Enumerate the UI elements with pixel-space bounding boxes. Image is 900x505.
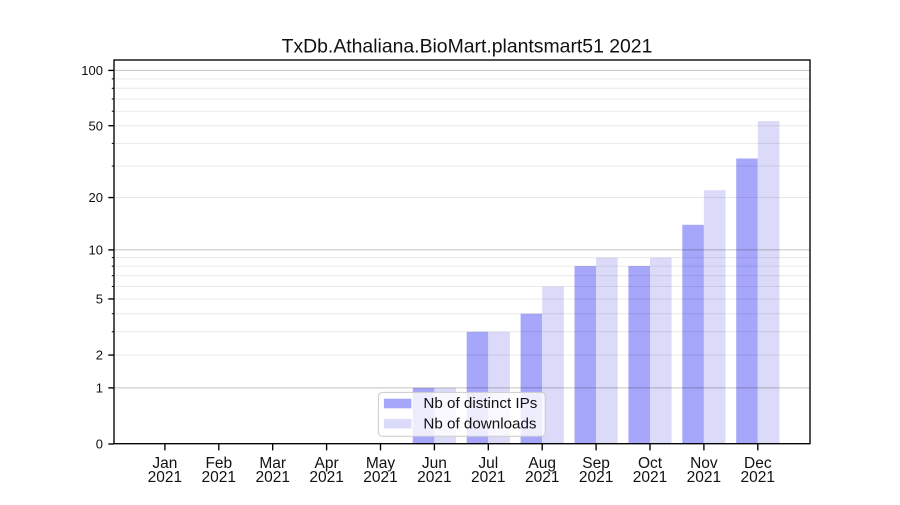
svg-text:5: 5: [96, 292, 103, 307]
svg-text:2: 2: [96, 348, 103, 363]
svg-text:2021: 2021: [309, 469, 343, 486]
svg-text:2021: 2021: [202, 469, 236, 486]
svg-text:Nov: Nov: [690, 455, 718, 472]
svg-text:1: 1: [96, 380, 103, 395]
svg-text:May: May: [366, 455, 396, 472]
svg-text:20: 20: [89, 190, 103, 205]
svg-text:Nb of downloads: Nb of downloads: [423, 415, 537, 432]
svg-text:Jun: Jun: [422, 455, 447, 472]
svg-text:2021: 2021: [471, 469, 505, 486]
svg-text:2021: 2021: [633, 469, 667, 486]
svg-text:2021: 2021: [525, 469, 559, 486]
svg-text:Dec: Dec: [744, 455, 772, 472]
svg-text:2021: 2021: [687, 469, 721, 486]
svg-text:Feb: Feb: [205, 455, 232, 472]
svg-text:Jul: Jul: [478, 455, 498, 472]
svg-text:Nb of distinct IPs: Nb of distinct IPs: [423, 395, 537, 412]
svg-text:TxDb.Athaliana.BioMart.plantsm: TxDb.Athaliana.BioMart.plantsmart51 2021: [282, 36, 653, 58]
svg-text:2021: 2021: [148, 469, 182, 486]
svg-text:100: 100: [81, 63, 103, 78]
svg-text:Jan: Jan: [152, 455, 177, 472]
svg-text:2021: 2021: [741, 469, 775, 486]
svg-text:Oct: Oct: [638, 455, 663, 472]
svg-text:Sep: Sep: [582, 455, 610, 472]
svg-text:2021: 2021: [363, 469, 397, 486]
svg-text:Apr: Apr: [315, 455, 339, 472]
svg-text:2021: 2021: [579, 469, 613, 486]
svg-text:Mar: Mar: [259, 455, 286, 472]
svg-text:50: 50: [89, 118, 103, 133]
svg-text:Aug: Aug: [528, 455, 556, 472]
svg-text:2021: 2021: [255, 469, 289, 486]
svg-text:2021: 2021: [417, 469, 451, 486]
svg-text:10: 10: [89, 242, 103, 257]
svg-text:0: 0: [96, 437, 103, 452]
